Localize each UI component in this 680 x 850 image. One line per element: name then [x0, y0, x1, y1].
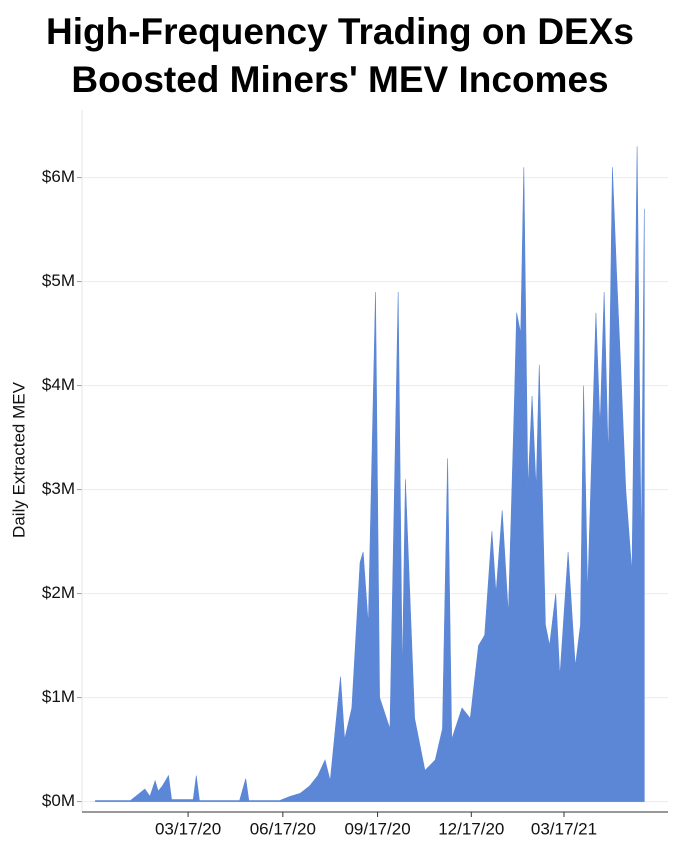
y-tick-label: $4M [42, 375, 75, 394]
area [95, 146, 645, 802]
x-tick-label: 12/17/20 [438, 819, 504, 838]
y-tick-label: $5M [42, 271, 75, 290]
x-tick-label: 06/17/20 [250, 819, 316, 838]
y-tick-label: $2M [42, 583, 75, 602]
y-axis-label: Daily Extracted MEV [9, 381, 28, 538]
y-tick-label: $6M [42, 167, 75, 186]
y-tick-label: $0M [42, 791, 75, 810]
chart-title: High-Frequency Trading on DEXs Boosted M… [46, 11, 634, 100]
x-tick-label: 03/17/20 [155, 819, 221, 838]
x-tick-label: 09/17/20 [344, 819, 410, 838]
y-tick-label: $3M [42, 479, 75, 498]
y-tick-label: $1M [42, 687, 75, 706]
x-tick-label: 03/17/21 [531, 819, 597, 838]
